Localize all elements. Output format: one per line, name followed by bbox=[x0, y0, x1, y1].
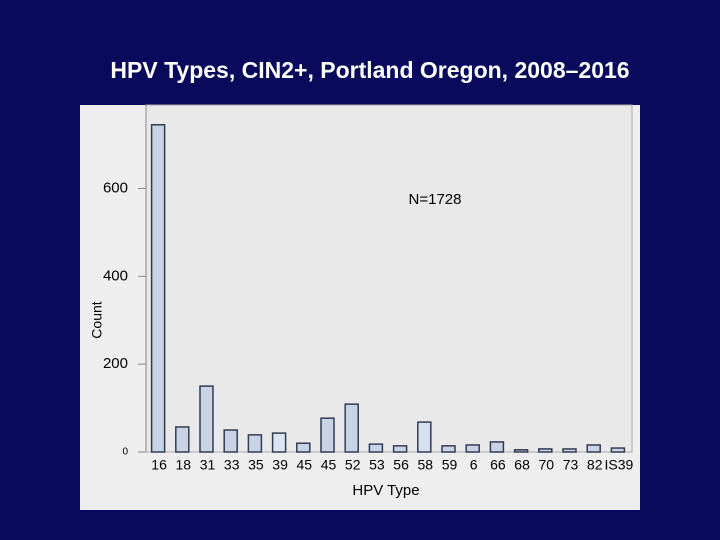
annotation: N=1728 bbox=[409, 191, 462, 208]
bar bbox=[175, 426, 190, 453]
bar bbox=[368, 443, 384, 453]
x-tick-label: 52 bbox=[345, 457, 361, 473]
x-tick-label: 33 bbox=[224, 457, 240, 473]
bar bbox=[562, 448, 577, 453]
x-tick-label: 39 bbox=[272, 457, 288, 473]
bar bbox=[538, 448, 553, 453]
bar bbox=[223, 429, 238, 453]
y-tick-label: 400 bbox=[103, 267, 128, 284]
y-tick-label: 200 bbox=[103, 355, 128, 372]
x-tick-label: 16 bbox=[151, 457, 167, 473]
plot-area bbox=[145, 104, 633, 453]
x-tick-label: 58 bbox=[418, 457, 434, 473]
x-axis-label: HPV Type bbox=[352, 482, 419, 499]
x-tick-label: 35 bbox=[248, 457, 264, 473]
bar bbox=[271, 432, 287, 453]
x-tick-label: 66 bbox=[490, 457, 506, 473]
bar bbox=[513, 449, 529, 453]
x-tick-label: IS39 bbox=[604, 457, 633, 473]
bar bbox=[199, 385, 214, 453]
x-tick-label: 53 bbox=[369, 457, 385, 473]
x-tick-label: 56 bbox=[393, 457, 409, 473]
x-tick-label: 45 bbox=[321, 457, 337, 473]
bar bbox=[441, 445, 456, 453]
bar bbox=[392, 445, 408, 453]
y-tick-label: 0 bbox=[122, 447, 128, 458]
bar bbox=[344, 403, 359, 453]
bar bbox=[296, 442, 311, 453]
bar bbox=[586, 444, 601, 453]
x-tick-label: 82 bbox=[587, 457, 603, 473]
chart-title: HPV Types, CIN2+, Portland Oregon, 2008–… bbox=[110, 57, 629, 83]
bar bbox=[247, 434, 263, 453]
bar bbox=[489, 441, 505, 453]
bar bbox=[320, 417, 335, 453]
bar bbox=[465, 444, 480, 453]
x-tick-label: 68 bbox=[514, 457, 530, 473]
x-tick-label: 59 bbox=[442, 457, 458, 473]
x-tick-label: 45 bbox=[297, 457, 313, 473]
bar bbox=[610, 447, 626, 453]
bar bbox=[417, 421, 432, 453]
bar bbox=[150, 124, 166, 453]
x-tick-label: 31 bbox=[200, 457, 216, 473]
x-tick-label: 18 bbox=[176, 457, 192, 473]
y-tick-label: 600 bbox=[103, 179, 128, 196]
x-tick-label: 73 bbox=[563, 457, 579, 473]
x-tick-label: 6 bbox=[470, 457, 478, 473]
y-axis-label: Count bbox=[89, 301, 105, 338]
x-tick-label: 70 bbox=[539, 457, 555, 473]
